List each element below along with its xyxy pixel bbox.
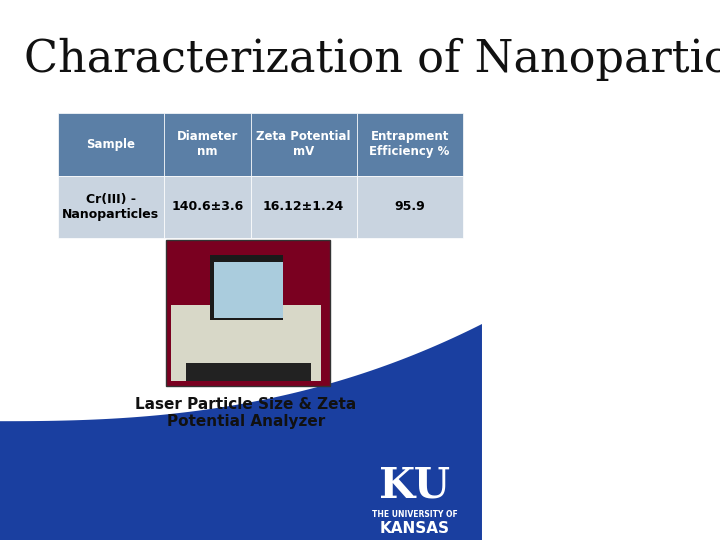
FancyBboxPatch shape [58,176,164,238]
FancyBboxPatch shape [251,176,356,238]
Text: Laser Particle Size & Zeta
Potential Analyzer: Laser Particle Size & Zeta Potential Ana… [135,397,356,429]
Text: THE UNIVERSITY OF: THE UNIVERSITY OF [372,510,457,518]
FancyBboxPatch shape [251,113,356,176]
Text: 95.9: 95.9 [395,200,425,213]
FancyBboxPatch shape [164,176,251,238]
FancyBboxPatch shape [210,255,284,321]
Text: 16.12±1.24: 16.12±1.24 [263,200,344,213]
FancyBboxPatch shape [171,305,320,381]
Text: Cr(III) -
Nanoparticles: Cr(III) - Nanoparticles [63,193,159,220]
Text: KU: KU [379,465,450,507]
Text: Diameter
nm: Diameter nm [176,131,238,158]
FancyBboxPatch shape [164,113,251,176]
FancyBboxPatch shape [356,176,463,238]
FancyBboxPatch shape [166,240,330,386]
FancyBboxPatch shape [356,113,463,176]
Text: 140.6±3.6: 140.6±3.6 [171,200,243,213]
Text: Zeta Potential
mV: Zeta Potential mV [256,131,351,158]
Polygon shape [0,324,482,540]
FancyBboxPatch shape [215,262,283,318]
FancyBboxPatch shape [58,113,164,176]
FancyBboxPatch shape [186,363,311,381]
Text: Sample: Sample [86,138,135,151]
Text: Entrapment
Efficiency %: Entrapment Efficiency % [369,131,450,158]
Text: KANSAS: KANSAS [379,521,449,536]
Text: Characterization of Nanoparticles: Characterization of Nanoparticles [24,38,720,81]
